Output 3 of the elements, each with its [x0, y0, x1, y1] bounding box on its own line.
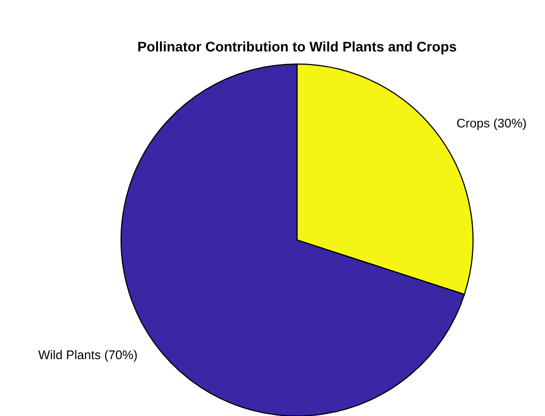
chart-title: Pollinator Contribution to Wild Plants and Crops: [138, 41, 456, 54]
slice-label: Wild Plants (70%): [38, 350, 137, 362]
slice-label: Crops (30%): [457, 118, 526, 130]
